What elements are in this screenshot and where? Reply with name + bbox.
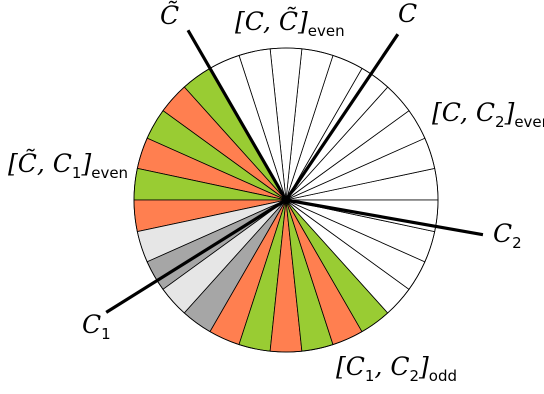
label-c: C bbox=[398, 0, 417, 28]
label-c-c2-even: [C, C2]even bbox=[432, 98, 544, 131]
label-c-ctilde-even: [C, C̃]even bbox=[235, 7, 345, 40]
sector-group bbox=[133, 47, 439, 353]
label-c1: C1 bbox=[82, 310, 111, 343]
line-c1 bbox=[105, 198, 287, 314]
line-c2 bbox=[285, 198, 484, 237]
label-ctilde-c1-even: [C̃, C1]even bbox=[8, 149, 128, 182]
line-c bbox=[284, 33, 400, 201]
line-c-tilde bbox=[186, 29, 288, 201]
label-c-tilde: C̃ bbox=[160, 1, 179, 30]
circle-outline bbox=[133, 47, 439, 353]
label-c2: C2 bbox=[493, 219, 522, 252]
label-c1-c2-odd: [C1, C2]odd bbox=[336, 352, 457, 385]
line-group bbox=[105, 29, 484, 314]
